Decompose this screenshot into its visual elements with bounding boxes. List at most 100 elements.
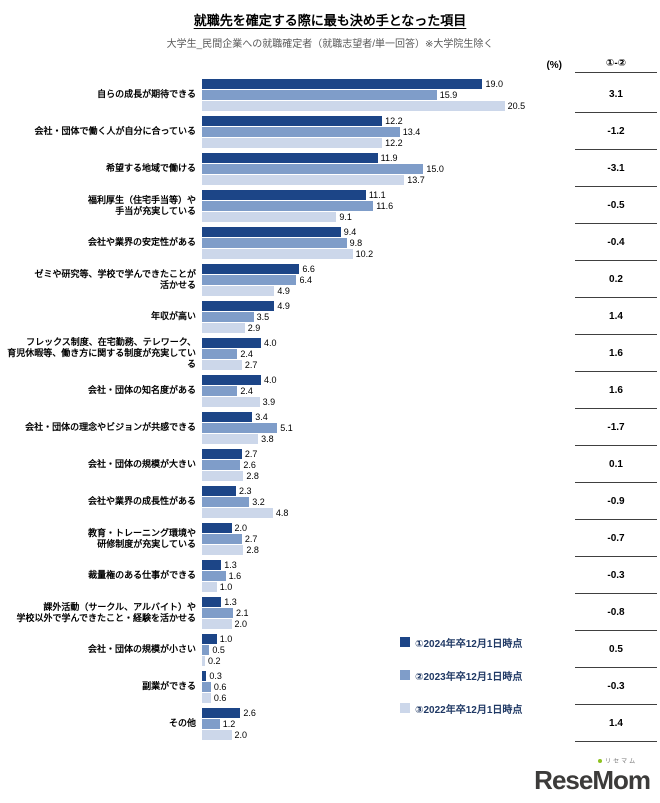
page-subtitle: 大学生_民間企業への就職確定者（就職志望者/単一回答）※大学院生除く — [166, 39, 494, 50]
bar-group: 6.6 6.4 4.9 — [202, 263, 575, 296]
bar-value-label: 3.8 — [261, 433, 274, 444]
bar-group: 2.3 3.2 4.8 — [202, 485, 575, 518]
bar-line: 10.2 — [202, 248, 575, 259]
bar-series-2 — [202, 496, 250, 507]
bar-series-3 — [202, 544, 244, 555]
bar-value-label: 3.2 — [252, 496, 265, 507]
bar-group: 0.3 0.6 0.6 — [202, 670, 575, 703]
category-label: 年収が高い — [150, 311, 196, 321]
bar-line: 2.0 — [202, 522, 575, 533]
bar-series-1 — [202, 115, 383, 126]
bar-group: 19.0 15.9 20.5 — [202, 78, 575, 111]
bar-group: 11.1 11.6 9.1 — [202, 189, 575, 222]
bar-value-label: 9.1 — [339, 211, 352, 222]
bar-value-label: 11.9 — [380, 152, 398, 163]
chart-row: 会社や業界の成長性がある 2.3 3.2 4.8 -0.9 — [0, 483, 660, 520]
chart-row: 副業ができる 0.3 0.6 0.6 -0.3 — [0, 668, 660, 705]
chart-row: 会社・団体の規模が大きい 2.7 2.6 2.8 0.1 — [0, 446, 660, 483]
diff-column-header: ①-② — [575, 58, 657, 73]
page-title: 就職先を確定する際に最も決め手となった項目 — [193, 13, 467, 28]
bar-line: 2.9 — [202, 322, 575, 333]
diff-value: -1.2 — [575, 113, 657, 150]
bar-line: 0.6 — [202, 681, 575, 692]
chart-row: ゼミや研究等、学校で学んできたことが 活かせる 6.6 6.4 4.9 0.2 — [0, 261, 660, 298]
chart-rows: 自らの成長が期待できる 19.0 15.9 20.5 3.1 会社・団体で働く人が自分に合… — [0, 76, 660, 742]
bar-line: 5.1 — [202, 422, 575, 433]
bar-value-label: 2.4 — [240, 385, 253, 396]
bar-line: 2.3 — [202, 485, 575, 496]
bar-value-label: 1.0 — [219, 633, 233, 644]
bar-series-3 — [202, 729, 232, 740]
bar-line: 0.5 — [202, 644, 575, 655]
bar-series-2 — [202, 607, 233, 618]
category-label: フレックス制度、在宅勤務、テレワーク、 育児休暇等、働き方に関する制度が充実してい… — [7, 337, 196, 369]
bar-series-3 — [202, 285, 275, 296]
bar-series-3 — [202, 433, 259, 444]
bar-value-label: 2.3 — [238, 485, 252, 496]
bar-series-3 — [202, 396, 260, 407]
bar-value-label: 4.9 — [277, 300, 290, 311]
bar-value-label: 1.2 — [222, 718, 236, 729]
legend-item: ①2024年卒12月1日時点 — [400, 635, 523, 650]
bar-value-label: 19.0 — [485, 78, 503, 89]
bar-series-1 — [202, 670, 207, 681]
bar-value-label: 15.0 — [426, 163, 444, 174]
bar-value-label: 10.2 — [355, 248, 374, 259]
bar-series-1 — [202, 633, 217, 644]
bar-value-label: 12.2 — [385, 115, 403, 126]
bar-value-label: 2.6 — [243, 459, 256, 470]
diff-value: -1.7 — [575, 409, 657, 446]
bar-series-2 — [202, 200, 374, 211]
bar-value-label: 15.9 — [439, 89, 458, 100]
bar-line: 13.4 — [202, 126, 575, 137]
bar-series-1 — [202, 152, 378, 163]
bar-line: 3.9 — [202, 396, 575, 407]
bar-value-label: 2.0 — [234, 618, 248, 629]
bar-value-label: 4.9 — [277, 285, 290, 296]
bar-series-2 — [202, 237, 347, 248]
legend-item: ③2022年卒12月1日時点 — [400, 701, 522, 716]
bar-line: 1.0 — [202, 581, 575, 592]
category-label: その他 — [168, 718, 196, 728]
diff-value: 3.1 — [575, 76, 657, 113]
category-label: 会社・団体の理念やビジョンが共感できる — [25, 422, 196, 432]
resemom-logo-kana: リセマム — [598, 759, 650, 765]
bar-line: 2.7 — [202, 533, 575, 544]
chart-row: 裁量権のある仕事ができる 1.3 1.6 1.0 -0.3 — [0, 557, 660, 594]
bar-value-label: 2.7 — [244, 359, 258, 370]
bar-group: 4.0 2.4 2.7 — [202, 337, 575, 370]
category-label: 教育・トレーニング環境や 研修制度が充実している — [87, 527, 196, 549]
bar-value-label: 9.8 — [349, 237, 363, 248]
bar-value-label: 2.9 — [247, 322, 261, 333]
legend-item: ②2023年卒12月1日時点 — [400, 668, 522, 683]
legend-swatch-icon — [400, 670, 410, 680]
bar-group: 1.0 0.5 0.2 — [202, 633, 575, 666]
category-label: 自らの成長が期待できる — [97, 89, 196, 99]
resemom-logo: リセマム ReseMom — [534, 759, 651, 793]
bar-line: 1.0 — [202, 633, 575, 644]
bar-line: 0.6 — [202, 692, 575, 703]
bar-series-1 — [202, 485, 236, 496]
bar-line: 0.2 — [202, 655, 575, 666]
bar-series-2 — [202, 422, 278, 433]
bar-group: 4.0 2.4 3.9 — [202, 374, 575, 407]
chart-header-row: (%) ①-② — [0, 58, 660, 76]
diff-value: 1.6 — [575, 372, 657, 409]
bar-series-2 — [202, 459, 241, 470]
legend-label: ①2024年卒12月1日時点 — [415, 638, 523, 650]
chart-row: 年収が高い 4.9 3.5 2.9 1.4 — [0, 298, 660, 335]
bar-value-label: 12.2 — [385, 137, 403, 148]
diff-value: -0.7 — [575, 520, 657, 557]
bar-line: 1.6 — [202, 570, 575, 581]
bar-value-label: 2.0 — [234, 729, 248, 740]
bar-series-3 — [202, 692, 211, 703]
bar-line: 15.0 — [202, 163, 575, 174]
bar-value-label: 0.3 — [209, 670, 222, 681]
chart-row: 課外活動（サークル、アルバイト）や 学校以外で学んできたこと・経験を活かせる 1.3… — [0, 594, 660, 631]
bar-value-label: 1.0 — [219, 581, 233, 592]
category-label: 裁量権のある仕事ができる — [88, 570, 196, 580]
bar-line: 11.9 — [202, 152, 575, 163]
bar-line: 12.2 — [202, 137, 575, 148]
diff-value: -0.8 — [575, 594, 657, 631]
